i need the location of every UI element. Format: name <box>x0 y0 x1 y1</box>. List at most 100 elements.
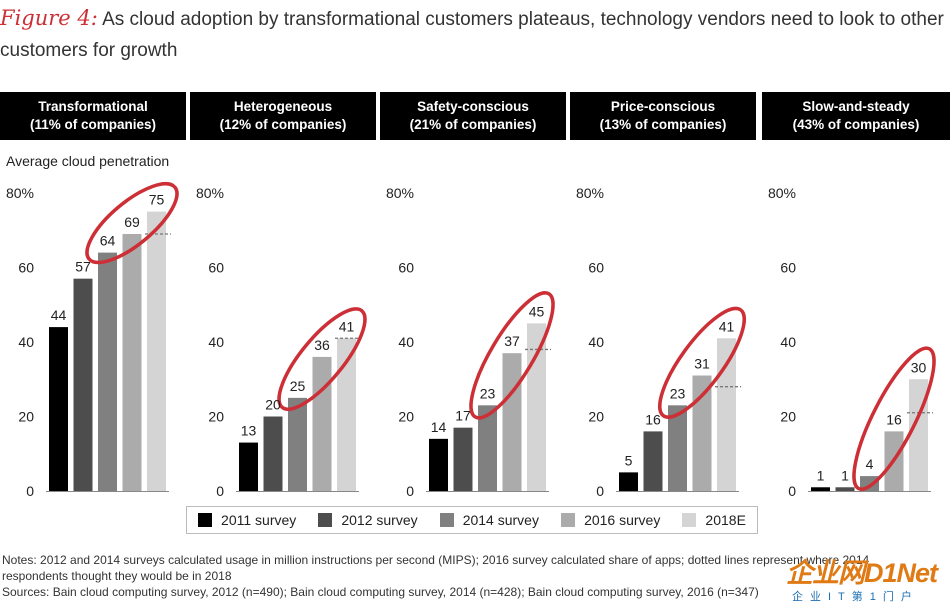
data-label-slow-and-steady-1: 1 <box>841 467 849 483</box>
legend-item-2011: 2011 survey <box>198 512 296 528</box>
legend-item-2012: 2012 survey <box>318 512 418 528</box>
segment-name: Transformational <box>38 99 148 114</box>
y-tick-label-price-conscious-40: 40 <box>588 334 604 350</box>
y-tick-label-slow-and-steady-60: 60 <box>780 260 796 276</box>
y-tick-label-transformational-60: 60 <box>18 260 34 276</box>
data-label-slow-and-steady-3: 16 <box>886 411 902 427</box>
y-tick-label-transformational-0: 0 <box>26 483 34 499</box>
bar-heterogeneous-1 <box>263 416 283 491</box>
data-label-price-conscious-2: 23 <box>670 385 686 401</box>
bar-transformational-4 <box>147 211 166 491</box>
y-tick-label-safety-conscious-20: 20 <box>398 409 414 425</box>
data-label-heterogeneous-4: 41 <box>339 318 355 334</box>
segment-name: Safety-conscious <box>417 99 529 114</box>
segment-header-slow-and-steady: Slow-and-steady (43% of companies) <box>762 92 950 140</box>
watermark-tagline: 企业IT第1门户 <box>792 591 919 603</box>
bar-price-conscious-2 <box>668 405 687 491</box>
d1net-watermark: 企业网D1Net 企业IT第1门户 <box>786 558 946 603</box>
data-label-heterogeneous-2: 25 <box>290 378 306 394</box>
bar-slow-and-steady-0 <box>811 487 830 491</box>
y-tick-label-safety-conscious-80: 80% <box>386 185 414 201</box>
notes-line-1: Notes: 2012 and 2014 surveys calculated … <box>2 553 870 567</box>
figure-title: Figure 4: As cloud adoption by transform… <box>0 3 945 66</box>
data-label-safety-conscious-3: 37 <box>504 333 520 349</box>
y-tick-label-heterogeneous-60: 60 <box>208 260 224 276</box>
legend-label: 2016 survey <box>584 512 661 528</box>
y-tick-label-heterogeneous-80: 80% <box>196 185 224 201</box>
y-tick-label-safety-conscious-0: 0 <box>406 483 414 499</box>
data-label-heterogeneous-3: 36 <box>314 337 330 353</box>
bar-heterogeneous-0 <box>239 442 258 491</box>
y-tick-label-heterogeneous-0: 0 <box>216 483 224 499</box>
segment-name: Slow-and-steady <box>802 99 910 114</box>
y-tick-label-price-conscious-60: 60 <box>588 260 604 276</box>
data-label-transformational-3: 69 <box>124 214 140 230</box>
y-tick-label-slow-and-steady-0: 0 <box>788 483 796 499</box>
y-tick-label-heterogeneous-40: 40 <box>208 334 224 350</box>
data-label-transformational-4: 75 <box>149 192 165 208</box>
segment-header-safety-conscious: Safety-conscious (21% of companies) <box>380 92 566 140</box>
y-tick-label-price-conscious-20: 20 <box>588 409 604 425</box>
data-label-safety-conscious-4: 45 <box>529 303 545 319</box>
bar-transformational-3 <box>122 233 142 491</box>
bar-safety-conscious-4 <box>527 323 546 491</box>
y-tick-label-safety-conscious-60: 60 <box>398 260 414 276</box>
bar-safety-conscious-2 <box>478 405 497 491</box>
bar-price-conscious-0 <box>619 472 638 491</box>
bar-transformational-1 <box>73 278 93 491</box>
segment-share: (11% of companies) <box>29 117 157 132</box>
bar-price-conscious-4 <box>717 338 736 491</box>
data-label-heterogeneous-0: 13 <box>241 423 257 439</box>
legend-swatch <box>561 513 576 527</box>
segment-header-price-conscious: Price-conscious (13% of companies) <box>570 92 756 140</box>
data-label-price-conscious-1: 16 <box>645 411 661 427</box>
bar-slow-and-steady-1 <box>835 487 855 491</box>
segment-share: (21% of companies) <box>409 117 537 132</box>
legend-label: 2011 survey <box>221 512 297 528</box>
notes-line-2: respondents thought they would be in 201… <box>2 569 232 583</box>
highlight-ellipse-price-conscious <box>658 306 746 419</box>
figure-label: Figure 4: <box>0 6 98 30</box>
legend-swatch <box>318 513 333 527</box>
data-label-price-conscious-0: 5 <box>625 452 633 468</box>
legend-item-2016: 2016 survey <box>561 512 660 528</box>
highlight-ellipse-slow-and-steady <box>852 346 936 491</box>
legend-swatch <box>198 513 213 527</box>
data-label-transformational-1: 57 <box>75 259 91 275</box>
data-label-heterogeneous-1: 20 <box>265 397 281 413</box>
bar-heterogeneous-3 <box>312 356 332 491</box>
legend-swatch <box>439 513 454 527</box>
highlight-ellipse-safety-conscious <box>469 291 555 420</box>
bar-safety-conscious-0 <box>429 438 448 491</box>
y-tick-label-slow-and-steady-40: 40 <box>780 334 796 350</box>
legend-label: 2012 survey <box>341 512 418 528</box>
segment-share: (12% of companies) <box>219 117 347 132</box>
y-tick-label-transformational-80: 80% <box>6 185 34 201</box>
data-label-price-conscious-4: 41 <box>719 318 735 334</box>
bar-transformational-2 <box>98 252 117 491</box>
highlight-ellipse-transformational <box>85 182 179 265</box>
bar-safety-conscious-1 <box>453 427 473 491</box>
bar-price-conscious-1 <box>643 431 663 491</box>
data-label-slow-and-steady-2: 4 <box>866 456 874 472</box>
data-label-safety-conscious-2: 23 <box>480 385 496 401</box>
legend-swatch <box>682 513 697 527</box>
bar-safety-conscious-3 <box>502 353 522 491</box>
segment-name: Heterogeneous <box>233 99 333 114</box>
bar-price-conscious-3 <box>692 375 712 491</box>
data-label-price-conscious-3: 31 <box>694 356 710 372</box>
legend-item-2014: 2014 survey <box>439 512 539 528</box>
bar-heterogeneous-2 <box>288 397 307 491</box>
chart-legend: 2011 survey 2012 survey 2014 survey 2016… <box>186 506 758 534</box>
legend-label: 2014 survey <box>462 512 539 528</box>
sources-line: Sources: Bain cloud computing survey, 20… <box>2 585 759 599</box>
y-tick-label-slow-and-steady-20: 20 <box>780 409 796 425</box>
legend-item-2018e: 2018E <box>682 512 746 528</box>
y-axis-label: Average cloud penetration <box>6 153 170 169</box>
y-tick-label-safety-conscious-40: 40 <box>398 334 414 350</box>
chart-notes: Notes: 2012 and 2014 surveys calculated … <box>2 552 870 600</box>
data-label-slow-and-steady-4: 30 <box>911 359 927 375</box>
y-tick-label-price-conscious-0: 0 <box>596 483 604 499</box>
data-label-safety-conscious-0: 14 <box>431 419 447 435</box>
bar-heterogeneous-4 <box>337 338 356 491</box>
